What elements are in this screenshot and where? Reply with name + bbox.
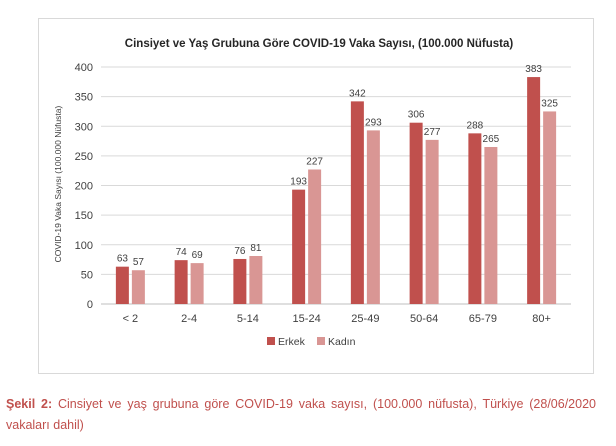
bar-kadın bbox=[308, 169, 322, 304]
data-label: 265 bbox=[483, 134, 500, 145]
data-label: 81 bbox=[250, 243, 262, 254]
y-tick-label: 150 bbox=[75, 210, 93, 222]
data-label: 74 bbox=[176, 247, 188, 258]
bar-kadın bbox=[249, 256, 263, 304]
y-tick-label: 0 bbox=[87, 299, 93, 311]
y-tick-label: 250 bbox=[75, 151, 93, 163]
bar-erkek bbox=[233, 258, 247, 304]
y-tick-label: 400 bbox=[75, 62, 93, 74]
legend: Erkek Kadın bbox=[267, 336, 356, 348]
bar-kadın bbox=[366, 130, 380, 304]
x-tick-label: < 2 bbox=[123, 313, 139, 325]
data-label: 383 bbox=[525, 64, 542, 75]
x-tick-label: 65-79 bbox=[469, 313, 497, 325]
data-label: 342 bbox=[349, 88, 366, 99]
y-tick-label: 350 bbox=[75, 92, 93, 104]
y-tick-label: 100 bbox=[75, 240, 93, 252]
data-label: 306 bbox=[408, 110, 425, 121]
data-label: 288 bbox=[467, 120, 484, 131]
gridlines bbox=[101, 66, 571, 305]
y-axis-label: COVID-19 Vaka Sayısı (100.000 Nüfusta) bbox=[53, 105, 63, 262]
y-tick-label: 200 bbox=[75, 181, 93, 193]
data-label: 193 bbox=[290, 177, 307, 188]
bars: 63 57 74 69 76 81 193 227 342 293 306 277 288 265 383 3… bbox=[115, 64, 558, 305]
bar-kadın bbox=[425, 139, 439, 304]
x-tick-label: 80+ bbox=[532, 313, 551, 325]
bar-erkek bbox=[115, 266, 129, 304]
legend-swatch-kadın bbox=[317, 337, 325, 345]
y-tick-label: 50 bbox=[81, 269, 93, 281]
data-label: 69 bbox=[192, 250, 204, 261]
bar-erkek bbox=[527, 77, 541, 304]
data-label: 325 bbox=[541, 98, 558, 109]
y-tick-label: 300 bbox=[75, 121, 93, 133]
chart-title: Cinsiyet ve Yaş Grubuna Göre COVID-19 Va… bbox=[125, 38, 514, 50]
data-label: 293 bbox=[365, 117, 382, 128]
y-axis-ticks: 0 50 100 150 200 250 300 350 400 bbox=[75, 62, 93, 311]
x-tick-label: 15-24 bbox=[293, 313, 321, 325]
figure-caption: Şekil 2: Cinsiyet ve yaş grubuna göre CO… bbox=[6, 394, 596, 436]
bar-kadın bbox=[484, 146, 498, 304]
legend-swatch-erkek bbox=[267, 337, 275, 345]
bar-erkek bbox=[174, 260, 188, 304]
bar-erkek bbox=[350, 101, 364, 305]
chart-frame: Cinsiyet ve Yaş Grubuna Göre COVID-19 Va… bbox=[38, 18, 594, 374]
bar-kadın bbox=[543, 111, 557, 304]
bar-chart: Cinsiyet ve Yaş Grubuna Göre COVID-19 Va… bbox=[53, 38, 571, 348]
bar-erkek bbox=[409, 122, 423, 304]
data-label: 57 bbox=[133, 257, 145, 268]
data-label: 76 bbox=[234, 246, 246, 257]
data-label: 277 bbox=[424, 127, 441, 138]
x-tick-label: 50-64 bbox=[410, 313, 438, 325]
bar-kadın bbox=[190, 263, 204, 304]
bar-erkek bbox=[292, 189, 306, 304]
x-tick-label: 5-14 bbox=[237, 313, 259, 325]
bar-erkek bbox=[468, 133, 482, 304]
data-label: 227 bbox=[306, 157, 323, 168]
caption-label: Şekil 2: bbox=[6, 397, 53, 411]
bar-kadın bbox=[131, 270, 145, 304]
legend-label-kadın: Kadın bbox=[328, 336, 356, 348]
caption-text: Cinsiyet ve yaş grubuna göre COVID-19 va… bbox=[6, 397, 596, 432]
legend-label-erkek: Erkek bbox=[278, 336, 306, 348]
x-axis-ticks: < 2 2-4 5-14 15-24 25-49 50-64 65-79 80+ bbox=[123, 313, 551, 325]
x-tick-label: 25-49 bbox=[351, 313, 379, 325]
x-tick-label: 2-4 bbox=[181, 313, 197, 325]
data-label: 63 bbox=[117, 254, 129, 265]
